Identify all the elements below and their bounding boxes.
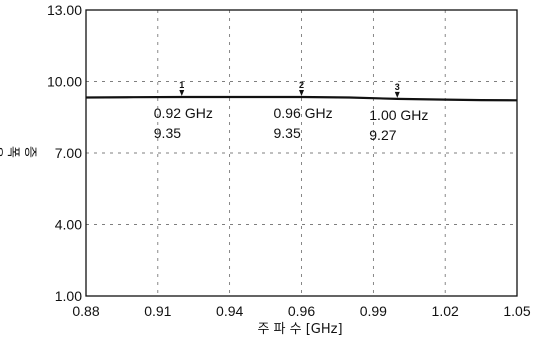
x-tick-label: 0.88 — [72, 303, 99, 319]
marker-number: 1 — [179, 80, 184, 90]
marker-pointer — [394, 91, 400, 98]
marker-frequency: 1.00 GHz — [369, 107, 428, 123]
plot-frame — [85, 9, 518, 297]
marker-layer: 1 0.92 GHz 9.35 2 0.96 GHz 9.35 3 1.00 GHz 9.27 — [154, 80, 429, 143]
series-layer — [85, 95, 518, 102]
marker-number: 3 — [395, 82, 400, 92]
x-tick-label: 1.05 — [503, 303, 530, 319]
marker-number: 2 — [299, 80, 304, 90]
marker-pointer — [299, 89, 304, 96]
marker-pointer — [179, 89, 185, 96]
grid-lines — [86, 10, 517, 296]
marker-3: 3 1.00 GHz 9.27 — [369, 82, 428, 143]
x-tick-label: 1.02 — [432, 303, 459, 319]
series-line — [85, 95, 518, 102]
x-tick-label: 0.94 — [216, 303, 243, 319]
x-tick-label: 0.91 — [144, 303, 171, 319]
y-tick-label: 10.00 — [47, 74, 82, 90]
x-tick-label: 0.96 — [288, 303, 315, 319]
marker-frequency: 0.92 GHz — [154, 105, 213, 121]
y-axis-label: 증 폭 율 — [0, 143, 38, 158]
marker-1: 1 0.92 GHz 9.35 — [154, 80, 213, 141]
y-tick-label: 7.00 — [55, 145, 82, 161]
marker-2: 2 0.96 GHz 9.35 — [274, 80, 333, 141]
marker-frequency: 0.96 GHz — [274, 105, 333, 121]
y-tick-label: 1.00 — [55, 288, 82, 304]
tick-labels: 0.88 0.91 0.94 0.96 0.99 1.02 1.05 1.00 4.00 7.00… — [47, 2, 531, 319]
y-tick-label: 4.00 — [55, 217, 82, 233]
x-axis-label: 주 파 수 [GHz] — [257, 322, 342, 337]
marker-value: 9.35 — [274, 125, 301, 141]
marker-value: 9.35 — [154, 125, 181, 141]
x-tick-label: 0.99 — [360, 303, 387, 319]
y-tick-label: 13.00 — [47, 2, 82, 18]
marker-value: 9.27 — [369, 127, 396, 143]
